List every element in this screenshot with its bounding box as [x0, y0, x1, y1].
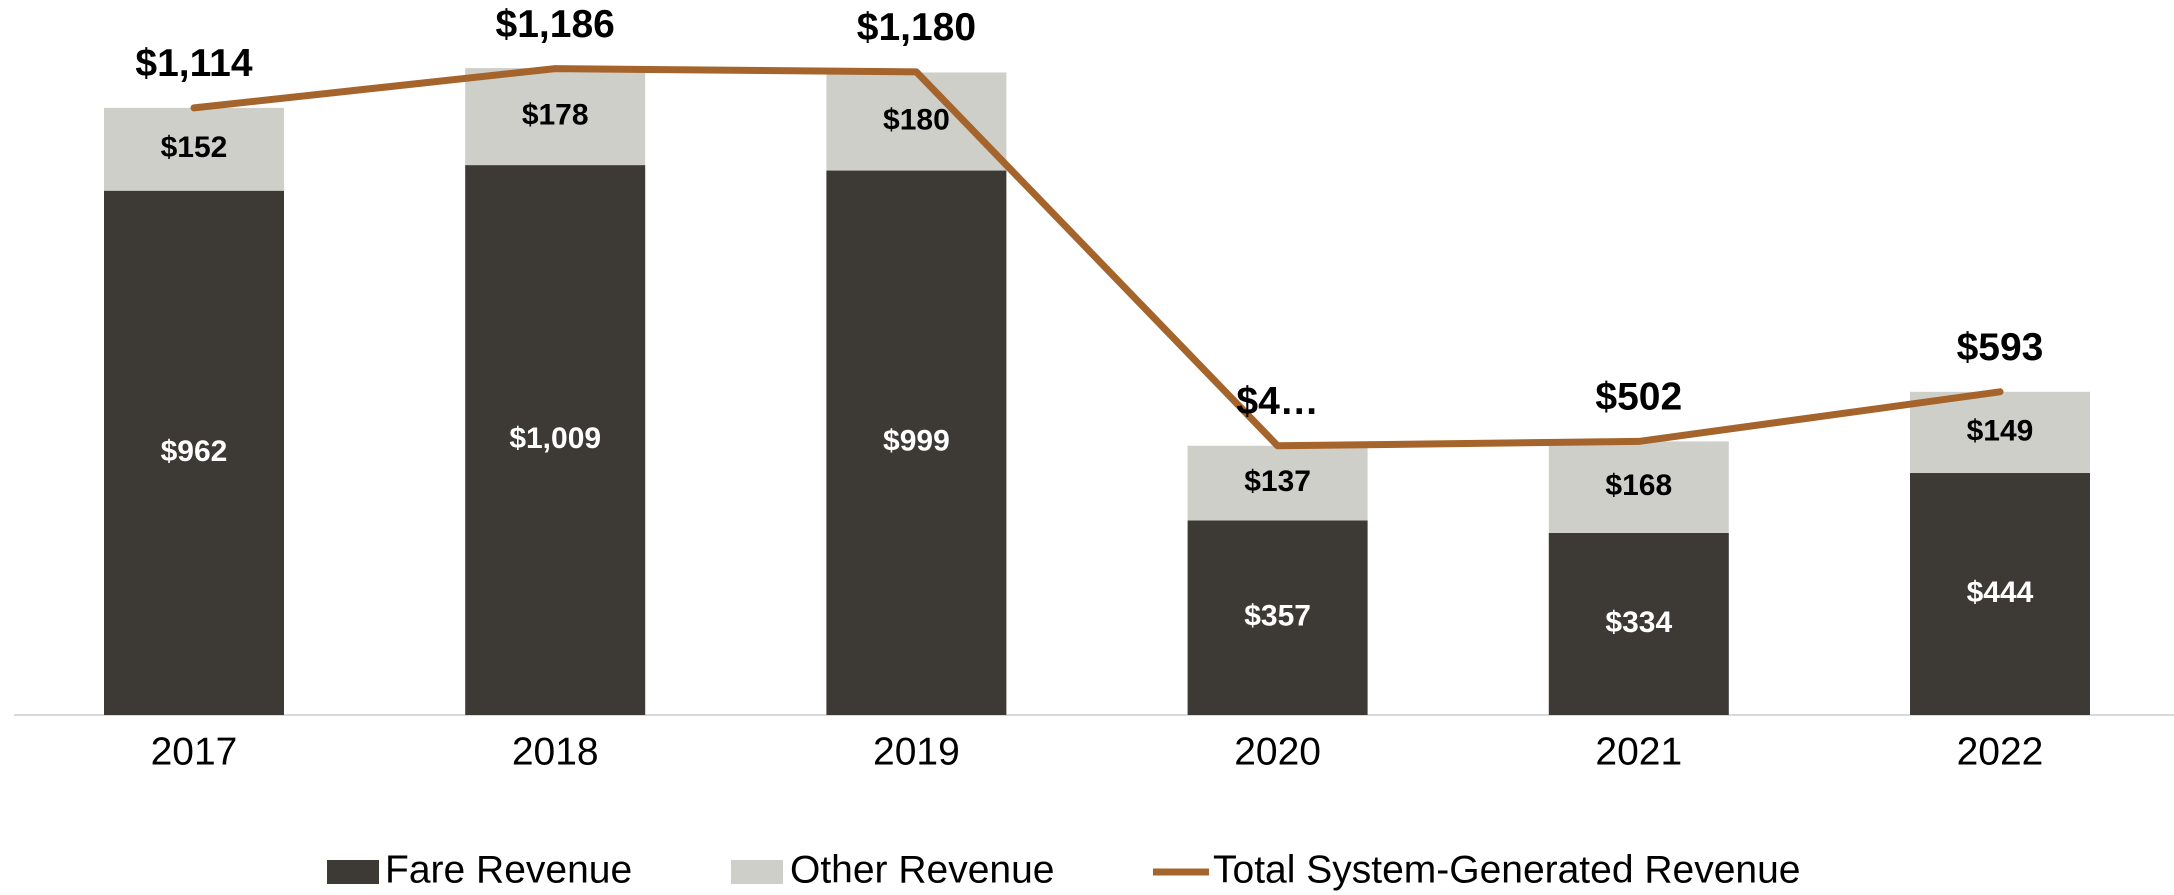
- data-label: $137: [1244, 465, 1311, 498]
- x-tick-label: 2021: [1595, 730, 1682, 773]
- bar-segment: [104, 190, 284, 715]
- data-label: $357: [1244, 600, 1311, 633]
- bar-segment: [1187, 445, 1368, 521]
- total-label: $593: [1957, 326, 2044, 369]
- x-tick-label: 2020: [1234, 730, 1321, 773]
- legend-swatch: [327, 860, 379, 884]
- total-label: $502: [1595, 376, 1682, 419]
- total-label: $4…: [1236, 380, 1318, 423]
- bar-segment: [1548, 532, 1729, 715]
- x-tick-label: 2018: [512, 730, 599, 773]
- data-label: $1,009: [509, 422, 601, 455]
- legend-label: Total System-Generated Revenue: [1213, 848, 1800, 891]
- legend-swatch: [731, 860, 783, 884]
- legend-label: Fare Revenue: [385, 848, 632, 891]
- bar-segment: [1548, 441, 1729, 533]
- bar-segment: [465, 165, 646, 716]
- data-label: $180: [883, 103, 950, 136]
- data-label: $178: [522, 99, 589, 132]
- x-tick-label: 2017: [151, 730, 238, 773]
- data-label: $168: [1605, 469, 1672, 502]
- data-label: $149: [1967, 414, 2034, 447]
- x-tick-label: 2022: [1957, 730, 2044, 773]
- bar-segment: [104, 107, 284, 191]
- total-label: $1,114: [135, 42, 252, 85]
- bar-segment: [1187, 520, 1368, 715]
- data-label: $334: [1605, 606, 1672, 639]
- total-label: $1,180: [857, 6, 976, 49]
- data-label: $152: [161, 131, 228, 164]
- bar-segment: [465, 68, 646, 166]
- legend-label: Other Revenue: [790, 848, 1055, 891]
- data-label: $444: [1967, 576, 2034, 609]
- bar-segment: [826, 72, 1007, 171]
- data-label: $999: [883, 425, 950, 458]
- bar-segment: [1910, 473, 2090, 715]
- x-tick-label: 2019: [873, 730, 960, 773]
- bar-segment: [826, 170, 1007, 716]
- bar-segment: [1910, 391, 2090, 474]
- total-label: $1,186: [496, 3, 615, 46]
- total-line: [190, 65, 2004, 450]
- data-label: $962: [161, 435, 228, 468]
